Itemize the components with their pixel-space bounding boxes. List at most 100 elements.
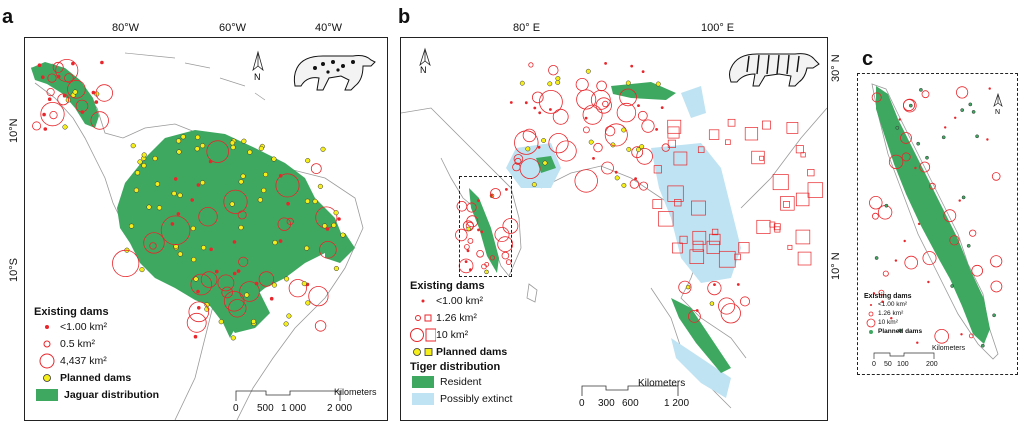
north-arrow-label: N [254,72,261,82]
existing-dam-marker [882,270,889,277]
existing-dam-marker [49,111,58,120]
existing-dam-small-marker [524,101,528,105]
existing-dam-marker [501,251,510,260]
planned-dam-marker [968,102,973,107]
existing-dam-square-marker [795,229,811,245]
existing-dam-small-marker [713,283,716,286]
existing-dam-marker [198,206,218,227]
inset-c-indicator-box [459,176,512,277]
legend-a-row-small: <1.00 km² [34,318,159,335]
existing-dam-small-marker [91,90,96,95]
planned-dam-marker [263,171,269,178]
small-dam-c-symbol-icon [864,302,878,308]
planned-dam-marker [238,179,244,185]
planned-dam-marker [139,267,145,273]
existing-dam-marker [90,111,109,130]
existing-dam-marker [522,128,537,143]
existing-dam-marker [40,102,65,127]
lat-label-30n: 30° N [830,54,842,82]
existing-dam-square-marker [762,120,771,130]
planned-dam-marker [639,144,645,150]
legend-b-planned: Planned dams [436,345,508,358]
existing-dam-small-marker [176,212,181,216]
existing-dam-small-marker [278,239,283,243]
planned-dam-marker [72,89,78,95]
existing-dam-small-marker [170,222,175,226]
scale-c-unit: Kilometers [932,345,966,352]
existing-dam-small-marker [927,280,930,284]
planned-dam-marker [925,155,929,160]
existing-dam-square-marker [786,122,799,134]
scale-bar-b-graphic [581,385,679,396]
planned-dam-marker [271,282,277,288]
scale-c-tick-3: 200 [926,361,938,368]
planned-dam-marker [305,158,311,164]
tiger-resident-sumatra [671,298,731,373]
legend-c-item-small: <1.00 km² [878,301,908,308]
jaguar-illustration-icon [293,55,376,91]
legend-a-item-large: 4,437 km² [60,354,107,367]
north-arrow-c-icon [993,92,1003,107]
existing-dam-square-marker [692,240,704,252]
existing-dam-small-marker [209,247,213,252]
kerala-coastline [871,83,999,360]
map-c-canvas: N [869,83,1003,360]
existing-dam-small-marker [80,110,85,114]
existing-dam-marker [476,250,484,258]
existing-dam-marker [687,309,701,323]
existing-dam-marker [969,229,977,237]
planned-dam-marker [614,175,620,181]
legend-c-row-small: <1.00 km² [864,300,922,309]
planned-dam-marker [333,265,339,272]
existing-dam-marker [604,123,628,147]
existing-dam-small-marker [641,70,645,73]
map-b-canvas: N [401,47,827,409]
scale-a-tick-0: 0 [233,403,239,414]
planned-dam-marker [190,225,196,231]
planned-dam-marker [655,81,661,87]
existing-dam-marker [258,271,275,287]
sri-lanka-outline [526,283,538,303]
legend-b-item-mid: 1.26 km² [436,311,477,324]
planned-dam-marker [258,145,264,151]
planned-dam-marker [201,245,207,251]
existing-dam-marker [464,244,470,250]
scale-b-tick-3: 1 200 [664,398,690,409]
planned-dam-marker [200,180,206,186]
lon-label-60w: 60°W [219,22,247,34]
existing-dam-marker [528,62,534,68]
existing-dam-small-marker [477,199,480,203]
planned-dam-marker [230,335,236,341]
planned-dam-marker [916,141,921,146]
existing-dam-marker [52,61,64,73]
existing-dam-square-marker [653,165,662,174]
planned-dam-marker [200,143,206,149]
existing-dam-small-marker [100,60,104,65]
panel-b-label: b [398,6,411,28]
existing-dam-marker [467,237,474,244]
scale-a-unit: Kilometers [334,387,377,397]
mid-dam-symbol-icon [34,338,60,350]
existing-dam-small-marker [538,111,542,115]
existing-dam-marker [455,228,468,242]
planned-dam-marker [257,197,263,203]
scale-c-tick-2: 100 [897,361,909,368]
planned-dam-marker [555,80,561,85]
legend-a-row-mid: 0.5 km² [34,335,159,352]
existing-dam-marker [190,273,213,296]
existing-dam-square-marker [673,151,688,166]
existing-dam-marker [186,312,207,333]
existing-dam-small-marker [47,97,52,101]
existing-dam-square-marker [787,244,793,250]
scale-b-unit: Kilometers [638,378,686,389]
scale-bar-c: Kilometers 0 50 100 200 [870,345,965,371]
existing-dam-small-marker [236,269,241,273]
planned-dam-marker [177,251,183,257]
existing-dam-square-marker [692,230,707,245]
existing-dam-marker [238,256,249,267]
existing-dam-square-marker [718,250,736,268]
existing-dam-marker [903,99,916,112]
tiger-resident-nepal [611,82,676,100]
legend-c-planned: Planned dams [878,328,923,335]
existing-dam-marker [641,119,655,133]
